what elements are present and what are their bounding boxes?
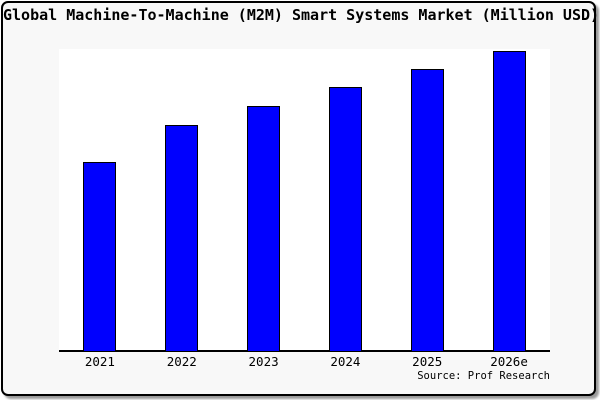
x-tick-label: 2021 bbox=[84, 354, 115, 369]
bar-2025 bbox=[410, 69, 444, 352]
plot-area bbox=[59, 49, 550, 352]
chart-title: Global Machine-To-Machine (M2M) Smart Sy… bbox=[3, 6, 600, 24]
x-tick-label: 2025 bbox=[412, 354, 443, 369]
x-tick-label: 2024 bbox=[330, 354, 361, 369]
x-tick-label: 2023 bbox=[248, 354, 279, 369]
bars-container bbox=[59, 49, 550, 352]
x-tick-label: 2022 bbox=[166, 354, 197, 369]
source-caption: Source: Prof Research bbox=[417, 370, 550, 382]
bar-2022 bbox=[165, 125, 199, 352]
x-tick-label: 2026e bbox=[490, 354, 528, 369]
bar-2021 bbox=[83, 162, 117, 352]
x-axis-labels: 2021 2022 2023 2024 2025 2026e bbox=[59, 355, 550, 368]
bar-2024 bbox=[328, 87, 362, 352]
bar-2023 bbox=[247, 106, 281, 352]
bar-2026e bbox=[492, 51, 526, 352]
x-axis-line bbox=[59, 350, 550, 352]
